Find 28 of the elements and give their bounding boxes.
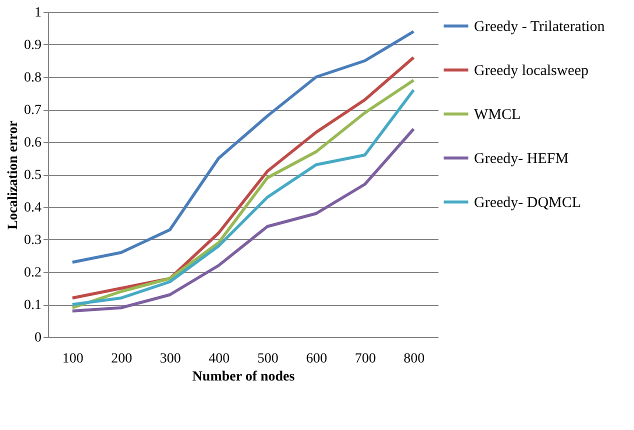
y-tick-label: 0.4 bbox=[24, 200, 42, 216]
legend-label: Greedy - Trilateration bbox=[474, 19, 606, 35]
x-tick-label: 800 bbox=[404, 352, 425, 366]
y-tick-label: 0.8 bbox=[24, 70, 42, 86]
legend-label: Greedy- HEFM bbox=[474, 151, 569, 167]
y-axis-title: Localization error bbox=[6, 120, 21, 230]
x-tick-label: 400 bbox=[208, 352, 230, 366]
y-tick-label: 0.3 bbox=[24, 233, 42, 248]
y-tick-label: 1 bbox=[34, 6, 42, 20]
y-tick-label: 0.5 bbox=[24, 168, 42, 183]
x-tick-label: 100 bbox=[62, 352, 84, 366]
x-tick-label: 300 bbox=[160, 352, 181, 366]
x-tick-label: 500 bbox=[257, 352, 278, 366]
legend-label: WMCL bbox=[474, 107, 521, 123]
x-axis-title: Number of nodes bbox=[192, 370, 296, 384]
y-tick-label: 0.1 bbox=[24, 298, 42, 313]
x-tick-label: 600 bbox=[306, 352, 328, 366]
y-tick-label: 0.7 bbox=[24, 103, 42, 118]
legend-label: Greedy localsweep bbox=[474, 63, 589, 79]
line-series bbox=[70, 128, 416, 312]
y-tick-label: 0.9 bbox=[24, 38, 42, 53]
x-tick-label: 200 bbox=[111, 352, 132, 366]
legend-label: Greedy- DQMCL bbox=[474, 195, 582, 211]
y-tick-label: 0.2 bbox=[24, 266, 42, 280]
line-series bbox=[70, 30, 416, 264]
x-tick-label: 700 bbox=[354, 352, 376, 366]
y-tick-label: 0.6 bbox=[24, 136, 42, 150]
y-tick-label: 0 bbox=[34, 330, 42, 346]
